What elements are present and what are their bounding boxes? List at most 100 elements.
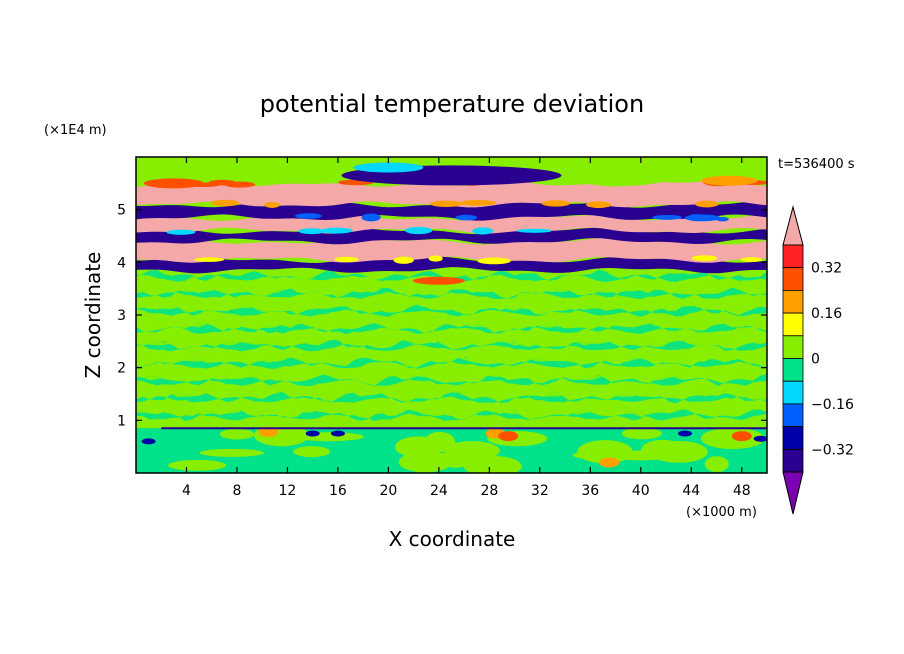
band-fringe [459,200,497,206]
warm-patch [412,276,465,285]
x-tick-label: 8 [232,483,241,499]
band-fringe [691,255,718,262]
time-label: t=536400 s [778,157,855,172]
colorbar-tick-label: 0 [811,352,820,368]
colorbar-segment [782,335,804,359]
upper-band [136,256,767,274]
boundary-eddy [219,428,255,440]
cold-eddy [141,438,156,445]
x-axis: 4 8 12 16 20 24 28 32 36 40 44 48 [182,157,751,499]
band-fringe [393,256,414,264]
warm-patch [143,178,204,189]
field-contour [136,293,767,306]
colorbar-segment [782,380,804,405]
chart-title: potential temperature deviation [260,90,644,118]
contour-field [136,157,767,473]
boundary-eddy [621,427,662,440]
warm-plume [498,431,519,442]
band-fringe [429,200,463,207]
cold-wisp [353,162,424,173]
warm-plume [599,457,620,468]
colorbar-tick-label: 0.32 [811,261,842,277]
colorbar-segment [782,358,804,382]
colorbar-max-arrow [782,205,804,246]
field-contour [136,351,767,364]
x-tick-label: 28 [480,483,498,499]
band-fringe [477,257,511,265]
boundary-eddy [440,455,471,468]
band-fringe [224,181,256,188]
field-contour [136,408,767,421]
band-fringe [652,214,683,220]
cold-eddy [330,430,345,437]
y-axis: 1 2 3 4 5 [117,203,767,429]
upper-band [136,237,767,263]
band-fringe [716,216,729,222]
x-tick-label: 40 [632,483,650,499]
upper-band [136,227,767,245]
band-fringe [472,227,494,235]
band-fringe [455,214,478,221]
colorbar-segment [782,289,804,314]
boundary-eddy [641,439,685,460]
band-fringe [695,200,719,208]
field-contour [136,321,767,335]
field-contour [136,304,767,317]
field-contour [136,286,767,300]
boundary-eddy [463,455,522,473]
field-contour [136,402,767,415]
band-fringe [321,227,353,234]
field-contour [136,332,767,346]
field-contour [136,368,767,381]
colorbar-segment [782,403,804,427]
upper-band [136,214,767,234]
band-fringe [298,228,326,235]
colorbar-tick-label: −0.32 [811,442,854,458]
band-fringe [295,213,322,219]
field-contour [136,356,767,369]
band-fringe [541,200,571,207]
y-axis-title: Z coordinate [81,252,105,379]
field-contour [136,391,767,404]
x-tick-label: 20 [379,483,397,499]
field-contour [136,338,767,352]
band-fringe [428,255,443,262]
band-fringe [740,257,763,263]
x-tick-label: 16 [329,483,347,499]
y-tick-label: 3 [117,308,126,324]
y-units-label: (×1E4 m) [44,123,107,138]
colorbar-segment [782,312,804,337]
boundary-eddy [168,459,227,471]
warm-plume [258,426,279,437]
field-contour [136,361,767,375]
band-fringe [361,213,381,222]
band-fringe [586,201,612,208]
x-axis-title: X coordinate [389,527,516,551]
band-fringe [194,257,225,262]
colorbar-segment [782,448,804,473]
colorbar-segment [782,244,804,269]
boundary-eddy [199,448,265,457]
x-tick-label: 4 [182,483,191,499]
x-tick-label: 12 [279,483,297,499]
field-contour [136,414,767,427]
y-tick-label: 2 [117,361,126,377]
x-tick-label: 36 [581,483,599,499]
colorbar-tick-label: −0.16 [811,397,854,413]
cold-eddy [753,435,767,442]
x-tick-label: 32 [531,483,549,499]
field-contour [136,269,767,282]
boundary-eddy [293,446,331,458]
warm-patch [701,175,758,186]
cold-eddy [305,430,320,437]
x-tick-label: 48 [733,483,751,499]
band-fringe [334,256,359,263]
band-fringe [404,226,433,235]
band-fringe [688,213,704,222]
cold-eddy [677,430,692,437]
y-tick-label: 1 [117,413,126,429]
field-contour [136,310,767,323]
boundary-eddy [577,440,633,464]
field-contour [136,397,767,410]
